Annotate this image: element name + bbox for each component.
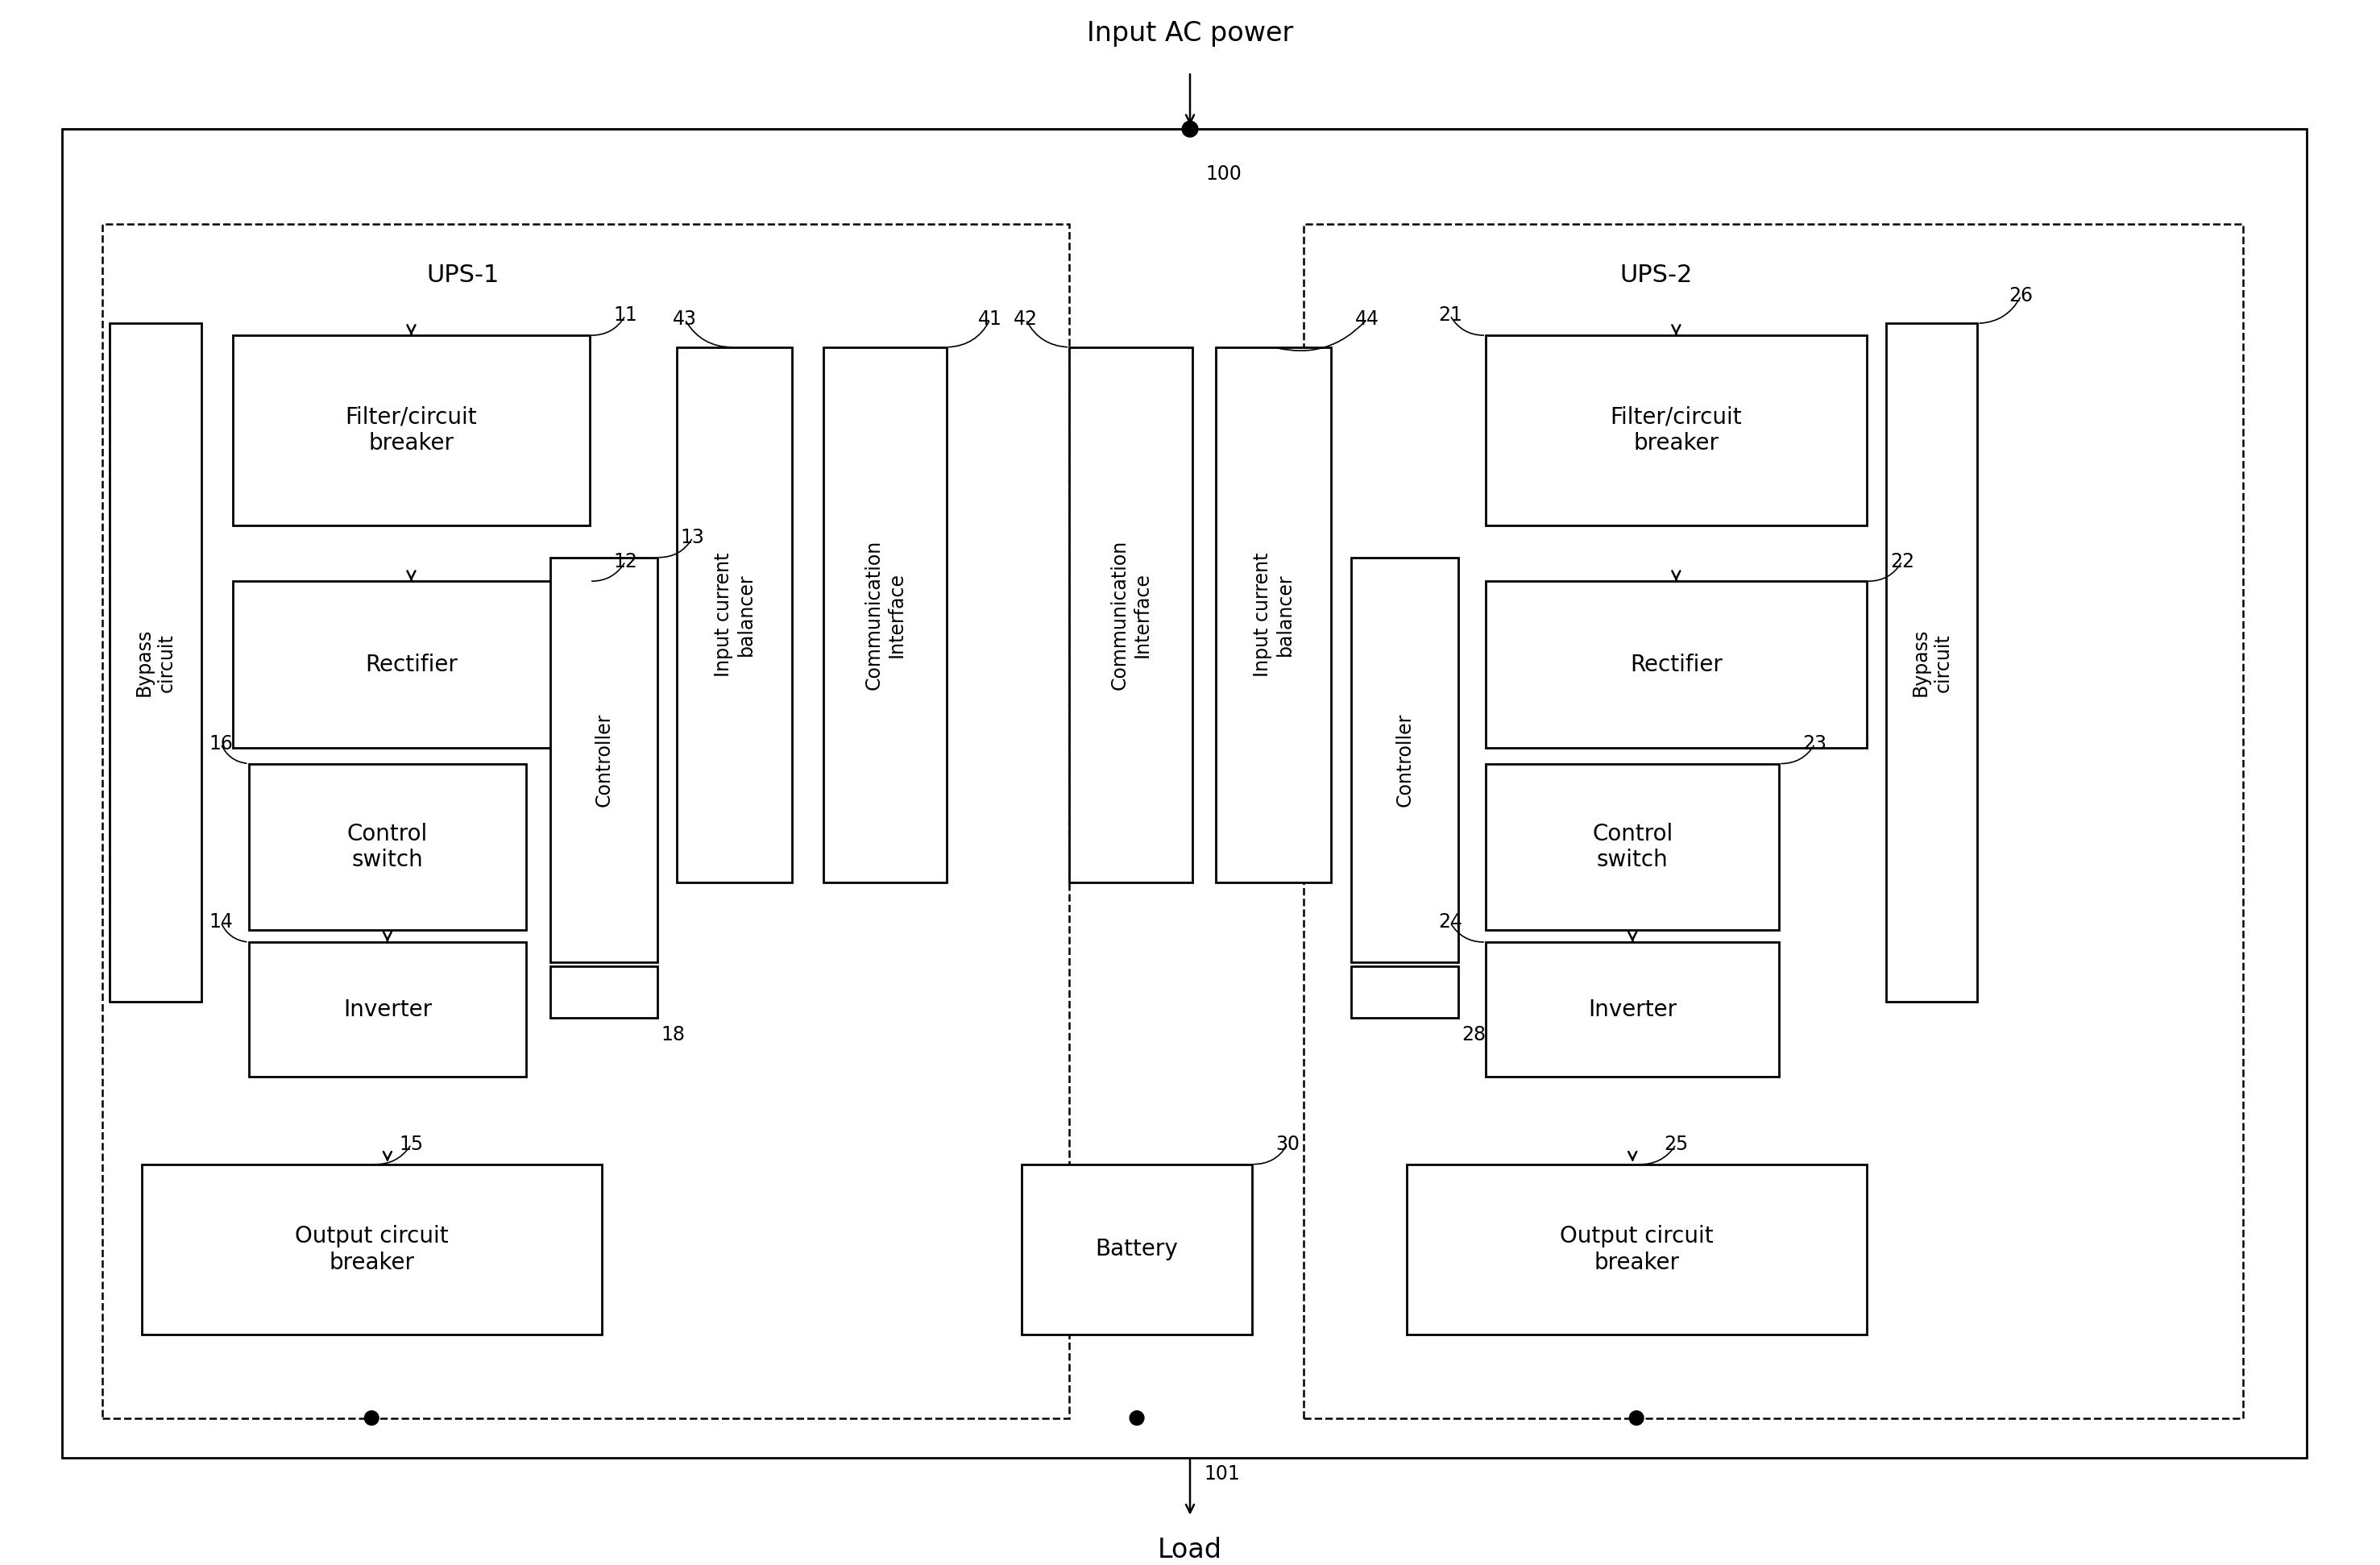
Circle shape [364,1412,378,1426]
Text: Rectifier: Rectifier [364,653,457,676]
Text: 13: 13 [681,527,704,548]
Text: Input current
balancer: Input current balancer [714,552,754,678]
Text: 101: 101 [1204,1463,1240,1484]
Text: 30: 30 [1276,1135,1299,1153]
Text: 23: 23 [1802,734,1828,753]
Text: Filter/circuit
breaker: Filter/circuit breaker [345,407,476,455]
Text: Controller: Controller [1395,712,1414,806]
FancyBboxPatch shape [248,942,526,1077]
FancyBboxPatch shape [1407,1164,1866,1335]
FancyBboxPatch shape [1485,335,1866,526]
FancyBboxPatch shape [676,347,793,883]
FancyBboxPatch shape [1485,764,1780,930]
Text: Output circuit
breaker: Output circuit breaker [1559,1225,1714,1274]
FancyBboxPatch shape [62,128,2306,1457]
Text: Input AC power: Input AC power [1088,20,1292,47]
FancyBboxPatch shape [550,966,657,1017]
Text: Communication
Interface: Communication Interface [1109,540,1152,690]
Text: Filter/circuit
breaker: Filter/circuit breaker [1611,407,1742,455]
FancyBboxPatch shape [1069,347,1192,883]
Text: 42: 42 [1014,310,1038,329]
Text: Battery: Battery [1095,1238,1178,1261]
FancyBboxPatch shape [1021,1164,1252,1335]
FancyBboxPatch shape [233,581,590,748]
Text: Input current
balancer: Input current balancer [1252,552,1295,678]
Text: 15: 15 [400,1135,424,1153]
Text: 12: 12 [614,552,638,571]
Text: UPS-2: UPS-2 [1621,264,1692,288]
FancyBboxPatch shape [143,1164,602,1335]
Text: 24: 24 [1438,912,1461,931]
Text: Inverter: Inverter [343,998,431,1020]
FancyBboxPatch shape [1352,966,1459,1017]
Text: 18: 18 [662,1025,685,1045]
Text: Communication
Interface: Communication Interface [864,540,907,690]
Text: 21: 21 [1438,305,1461,326]
Text: Bypass
circuit: Bypass circuit [1911,629,1952,696]
Text: 11: 11 [614,305,638,326]
Text: Control
switch: Control switch [347,823,428,872]
Text: 16: 16 [209,734,233,753]
Text: Inverter: Inverter [1587,998,1678,1020]
Text: Controller: Controller [595,712,614,806]
Text: Bypass
circuit: Bypass circuit [136,629,176,696]
Text: 28: 28 [1461,1025,1485,1045]
Text: 26: 26 [2009,286,2033,305]
Circle shape [1183,121,1197,138]
Text: 100: 100 [1207,164,1242,185]
Text: Load: Load [1157,1537,1223,1563]
FancyBboxPatch shape [1216,347,1330,883]
Text: 22: 22 [1890,552,1914,571]
FancyBboxPatch shape [233,335,590,526]
FancyBboxPatch shape [109,324,200,1002]
FancyBboxPatch shape [550,557,657,962]
FancyBboxPatch shape [1485,942,1780,1077]
Text: UPS-1: UPS-1 [426,264,500,288]
Text: 14: 14 [209,912,233,931]
FancyBboxPatch shape [1485,581,1866,748]
Circle shape [1630,1412,1645,1426]
Text: Control
switch: Control switch [1592,823,1673,872]
Text: Output circuit
breaker: Output circuit breaker [295,1225,447,1274]
FancyBboxPatch shape [248,764,526,930]
FancyBboxPatch shape [1887,324,1978,1002]
Circle shape [1130,1412,1145,1426]
Text: 43: 43 [674,310,697,329]
FancyBboxPatch shape [823,347,947,883]
Text: Rectifier: Rectifier [1630,653,1723,676]
Text: 44: 44 [1354,310,1378,329]
Text: 25: 25 [1664,1135,1687,1153]
Text: 41: 41 [978,310,1002,329]
FancyBboxPatch shape [1352,557,1459,962]
